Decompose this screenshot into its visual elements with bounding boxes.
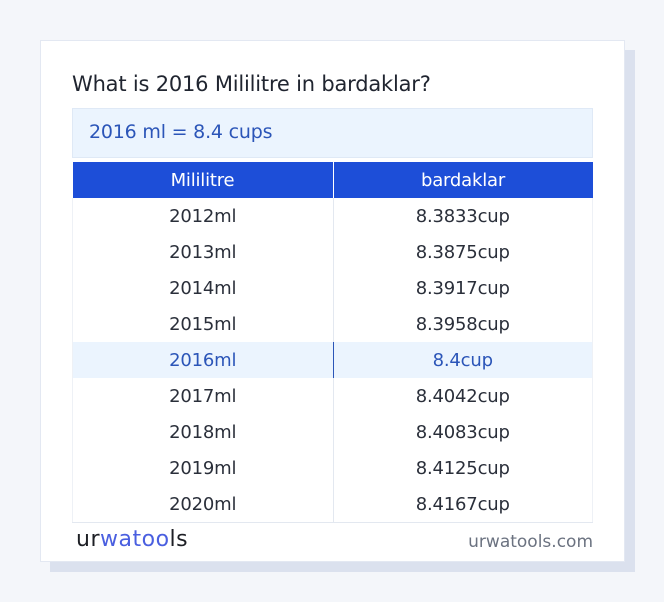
header-mililitre: Mililitre <box>72 162 334 198</box>
table-row: 2012ml 8.3833cup <box>72 198 593 234</box>
cup-cell: 8.4167cup <box>333 486 593 523</box>
table-row: 2018ml 8.4083cup <box>72 414 593 450</box>
table-row-highlighted: 2016ml 8.4cup <box>72 342 593 378</box>
cup-cell: 8.3958cup <box>333 306 593 342</box>
ml-cell: 2013ml <box>72 234 334 270</box>
table-row: 2017ml 8.4042cup <box>72 378 593 414</box>
logo-text-accent: wat <box>100 527 142 552</box>
logo-text: ur <box>76 527 100 552</box>
ml-cell: 2018ml <box>72 414 334 450</box>
ml-cell: 2020ml <box>72 486 334 523</box>
header-bardaklar: bardaklar <box>333 162 593 198</box>
table-row: 2015ml 8.3958cup <box>72 306 593 342</box>
result-text: 2016 ml = 8.4 cups <box>89 121 273 143</box>
table-header-row: Mililitre bardaklar <box>72 162 593 198</box>
cup-cell: 8.4125cup <box>333 450 593 486</box>
cup-cell: 8.4042cup <box>333 378 593 414</box>
urwatools-logo[interactable]: urwatools <box>76 527 188 552</box>
conversion-card: What is 2016 Mililitre in bardaklar? 201… <box>40 40 625 562</box>
ml-cell: 2016ml <box>72 342 334 378</box>
cup-cell: 8.3917cup <box>333 270 593 306</box>
result-box: 2016 ml = 8.4 cups <box>72 108 593 158</box>
table-row: 2020ml 8.4167cup <box>72 486 593 523</box>
table-row: 2019ml 8.4125cup <box>72 450 593 486</box>
ml-cell: 2017ml <box>72 378 334 414</box>
ml-cell: 2012ml <box>72 198 334 234</box>
cup-cell: 8.4cup <box>333 342 593 378</box>
site-url[interactable]: urwatools.com <box>468 532 593 552</box>
page-title: What is 2016 Mililitre in bardaklar? <box>72 72 431 96</box>
logo-text-accent: oo <box>141 527 170 552</box>
table-row: 2014ml 8.3917cup <box>72 270 593 306</box>
conversion-table: Mililitre bardaklar 2012ml 8.3833cup 2013… <box>72 162 593 523</box>
cup-cell: 8.3875cup <box>333 234 593 270</box>
logo-text: ls <box>169 527 189 552</box>
cup-cell: 8.3833cup <box>333 198 593 234</box>
ml-cell: 2015ml <box>72 306 334 342</box>
cup-cell: 8.4083cup <box>333 414 593 450</box>
table-row: 2013ml 8.3875cup <box>72 234 593 270</box>
ml-cell: 2014ml <box>72 270 334 306</box>
ml-cell: 2019ml <box>72 450 334 486</box>
